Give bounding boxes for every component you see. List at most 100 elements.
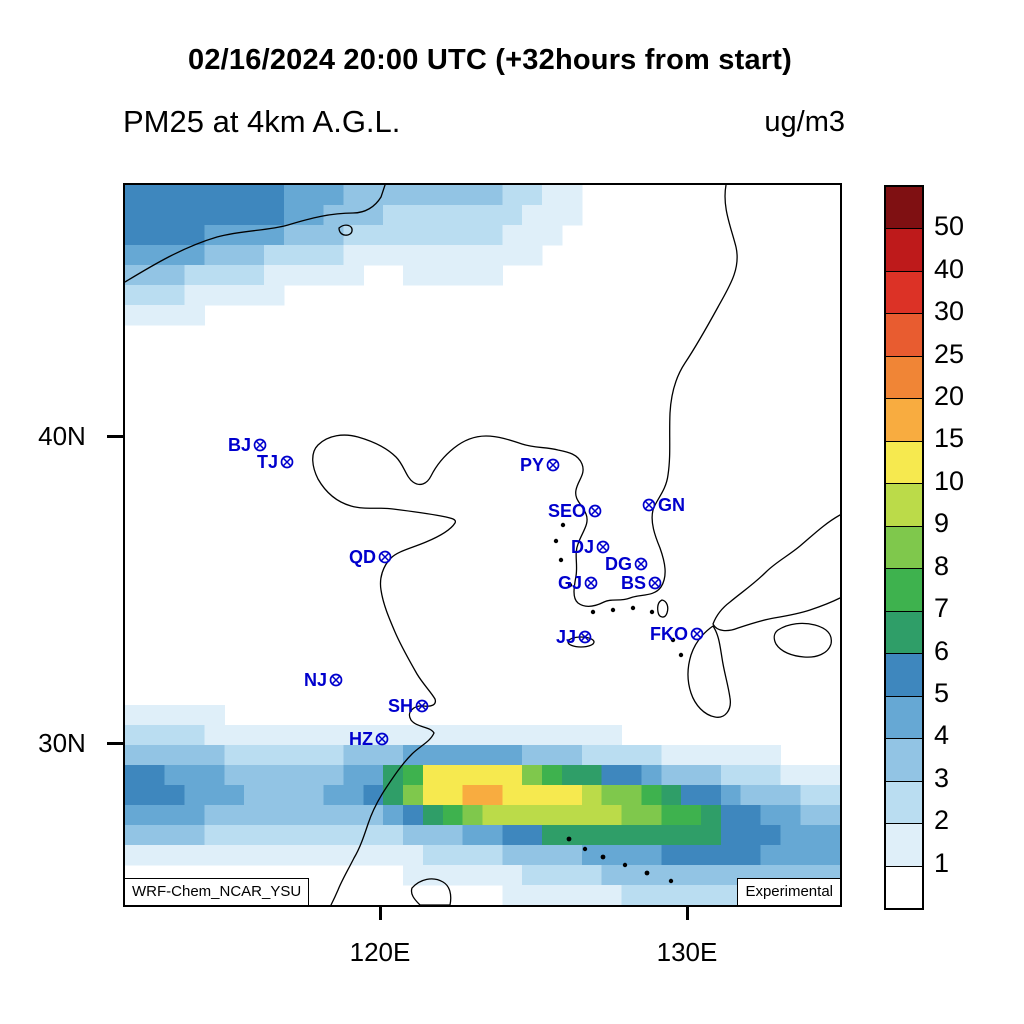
station-name-label: DJ (571, 537, 594, 557)
station-gn: GN (642, 495, 685, 515)
station-marker-icon (253, 438, 267, 452)
station-marker-icon (634, 557, 648, 571)
colorbar-cell (886, 398, 922, 441)
colorbar-cell (886, 483, 922, 526)
colorbar-tick-label: 8 (934, 550, 950, 581)
map-canvas: BJ TJ PY SEO GN QD DJ DG GJ BS JJ FKO NJ SH HZ (125, 185, 840, 905)
colorbar-cell (886, 355, 922, 399)
colorbar-tick-label: 5 (934, 677, 950, 708)
station-marker-icon (329, 673, 343, 687)
colorbar-cell (886, 228, 922, 271)
y-tick-30n (107, 742, 123, 745)
stations-layer: BJ TJ PY SEO GN QD DJ DG GJ BS JJ FKO NJ SH HZ (228, 435, 704, 749)
station-name-label: TJ (257, 452, 278, 472)
colorbar-cell (886, 525, 922, 569)
x-axis-label-130e: 130E (656, 937, 718, 967)
coastline-honshu (712, 514, 840, 632)
station-name-label: SH (388, 696, 413, 716)
colorbar-tick-label: 50 (934, 211, 965, 242)
coastline-continent-korea-china (312, 185, 738, 905)
colorbar-tick-label: 25 (934, 338, 965, 369)
station-tj: TJ (257, 452, 294, 472)
station-bj: BJ (228, 435, 267, 455)
station-seo: SEO (548, 501, 602, 521)
station-marker-icon (280, 455, 294, 469)
colorbar-cell (886, 440, 922, 484)
station-marker-icon (596, 540, 610, 554)
plot-title: 02/16/2024 20:00 UTC (+32hours from star… (188, 44, 792, 76)
station-name-label: HZ (349, 729, 373, 749)
y-tick-40n (107, 435, 123, 438)
colorbar-tick-label: 10 (934, 465, 965, 496)
small-islands (553, 522, 684, 884)
station-dg: DG (605, 554, 648, 574)
coastline-jeju-island (567, 636, 595, 648)
border-line-northwest (125, 185, 386, 283)
colorbar-tick-label: 40 (934, 253, 965, 284)
station-marker-icon (642, 498, 656, 512)
station-name-label: FKO (650, 624, 688, 644)
colorbar-tick-label: 20 (934, 380, 965, 411)
colorbar-tick-label: 4 (934, 720, 950, 751)
colorbar-cell (886, 187, 922, 229)
y-axis-label-40n: 40N (38, 421, 86, 451)
station-name-label: GJ (558, 573, 582, 593)
colorbar-tick-label: 7 (934, 592, 950, 623)
pm25-field (125, 185, 840, 905)
colorbar-cell (886, 780, 922, 824)
x-tick-130e (686, 907, 689, 920)
station-marker-icon (588, 504, 602, 518)
coastline-tsushima-island (656, 599, 669, 618)
station-bs: BS (621, 573, 662, 593)
station-marker-icon (648, 576, 662, 590)
station-gj: GJ (558, 573, 598, 593)
colorbar-cell (886, 823, 922, 866)
colorbar-tick-label: 3 (934, 762, 950, 793)
colorbar-tick-label: 1 (934, 847, 950, 878)
map-panel: BJ TJ PY SEO GN QD DJ DG GJ BS JJ FKO NJ SH HZ WRF-Che… (123, 183, 842, 907)
station-dj: DJ (571, 537, 610, 557)
station-jj: JJ (556, 627, 592, 647)
station-name-label: BJ (228, 435, 251, 455)
station-py: PY (520, 455, 560, 475)
station-name-label: DG (605, 554, 632, 574)
colorbar-tick-label: 9 (934, 508, 950, 539)
y-axis-label-30n: 30N (38, 728, 86, 758)
coastline-taiwan-fragment (410, 878, 452, 905)
model-credit-badge: WRF-Chem_NCAR_YSU (125, 878, 310, 905)
colorbar-cell (886, 865, 922, 908)
station-name-label: BS (621, 573, 646, 593)
colorbar-cell (886, 653, 922, 696)
colorbar-tick-label: 30 (934, 296, 965, 327)
colorbar-cell (886, 695, 922, 739)
colorbar-cell (886, 313, 922, 356)
station-name-label: SEO (548, 501, 586, 521)
station-sh: SH (388, 696, 429, 716)
coastlines-layer (125, 185, 840, 905)
small-lake-outline (338, 224, 353, 236)
colorbar-cell (886, 270, 922, 314)
experimental-badge: Experimental (737, 878, 840, 905)
station-name-label: GN (658, 495, 685, 515)
colorbar-cell (886, 568, 922, 611)
colorbar-tick-label: 2 (934, 805, 950, 836)
station-qd: QD (349, 547, 392, 567)
colorbar-tick-label: 6 (934, 635, 950, 666)
x-tick-120e (379, 907, 382, 920)
colorbar-cell (886, 610, 922, 654)
station-marker-icon (375, 732, 389, 746)
station-nj: NJ (304, 670, 343, 690)
variable-label: PM25 at 4km A.G.L. (123, 104, 401, 139)
station-name-label: JJ (556, 627, 576, 647)
station-marker-icon (578, 630, 592, 644)
colorbar-labels: 50 40 30 25 20 15 10 9 8 7 6 5 4 3 2 1 (930, 185, 1010, 906)
station-marker-icon (415, 699, 429, 713)
x-axis-label-120e: 120E (349, 937, 411, 967)
station-name-label: QD (349, 547, 376, 567)
station-fko: FKO (650, 624, 704, 644)
colorbar-cell (886, 738, 922, 781)
colorbar-tick-label: 15 (934, 423, 965, 454)
station-name-label: PY (520, 455, 544, 475)
colorbar (884, 185, 924, 910)
